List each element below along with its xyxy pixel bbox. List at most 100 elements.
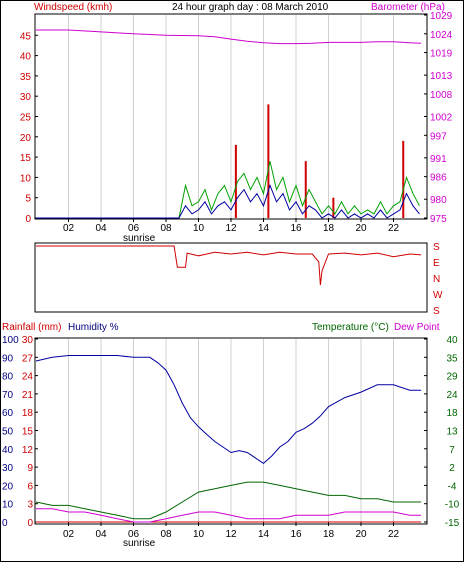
direction-label: W — [433, 290, 443, 301]
temperature-tick-label: 2 — [449, 463, 455, 474]
rain-tick-label: 30 — [22, 335, 34, 346]
humidity-series — [35, 355, 422, 465]
gust-series — [36, 161, 420, 219]
dewpoint-axis-label: Dew Point — [394, 322, 440, 333]
rainfall-axis-label: Rainfall (mm) — [2, 322, 61, 333]
wind-hour-label: 22 — [388, 223, 400, 234]
windspeed-tick-label: 25 — [20, 113, 32, 124]
wind-grid — [68, 15, 394, 218]
humidity-tick-label: 40 — [2, 445, 14, 456]
thermo-hour-label: 22 — [388, 529, 400, 540]
thermo-hour-ticks: 02 04 06 08 10 12 14 16 18 20 22 — [63, 522, 400, 540]
rain-tick-label: 12 — [22, 445, 34, 456]
barometer-tick-label: 1024 — [430, 30, 453, 41]
temperature-tick-label: -4 — [448, 481, 457, 492]
direction-plot-area — [34, 242, 428, 313]
barometer-tick-label: 986 — [430, 173, 447, 184]
rain-tick-label: 18 — [22, 408, 34, 419]
humidity-tick-label: 20 — [2, 481, 14, 492]
temperature-tick-label: 29 — [446, 372, 458, 383]
windspeed-tick-label: 45 — [20, 31, 32, 42]
thermo-hour-label: 14 — [258, 529, 270, 540]
wind-sunrise-label: sunrise — [123, 233, 156, 244]
dewpoint-series — [36, 508, 422, 523]
rain-ticks: 0 3 6 9 12 15 18 21 24 27 30 — [22, 335, 34, 529]
windspeed-tick-label: 5 — [25, 194, 31, 205]
rain-tick-label: 0 — [27, 518, 33, 529]
temperature-ticks: -15 -10 -4 2 7 13 18 24 29 35 40 — [424, 335, 460, 529]
windspeed-tick-label: 20 — [20, 133, 32, 144]
humidity-tick-label: 80 — [2, 372, 14, 383]
temperature-tick-label: -10 — [445, 500, 460, 511]
barometer-tick-label: 1008 — [430, 90, 453, 101]
windspeed-tick-label: 35 — [20, 72, 32, 83]
wind-hour-label: 10 — [193, 223, 205, 234]
thermo-hour-label: 12 — [225, 529, 237, 540]
direction-label: N — [433, 274, 440, 285]
rain-tick-label: 27 — [22, 353, 34, 364]
barometer-tick-label: 980 — [430, 195, 447, 206]
humidity-tick-label: 30 — [2, 463, 14, 474]
wind-panel: Windspeed (kmh) 24 hour graph day : 08 M… — [20, 2, 453, 244]
rain-tick-label: 24 — [22, 372, 34, 383]
wind-hour-label: 18 — [323, 223, 335, 234]
wind-hour-label: 20 — [355, 223, 367, 234]
humidity-tick-label: 100 — [2, 335, 19, 346]
barometer-tick-label: 1013 — [430, 71, 453, 82]
wind-hour-label: 06 — [128, 223, 140, 234]
direction-series — [36, 245, 422, 286]
thermo-panel: Rainfall (mm) Humidity % Temperature (°C… — [2, 322, 460, 549]
chart-title: 24 hour graph day : 08 March 2010 — [172, 2, 329, 13]
wind-hour-label: 16 — [290, 223, 302, 234]
rain-tick-label: 15 — [22, 427, 34, 438]
windspeed-tick-label: 0 — [25, 214, 31, 225]
direction-label: E — [433, 258, 440, 269]
temperature-tick-label: 13 — [446, 427, 458, 438]
humidity-tick-label: 0 — [2, 518, 8, 529]
rain-tick-label: 3 — [27, 500, 33, 511]
wind-hour-label: 08 — [160, 223, 172, 234]
thermo-hour-label: 18 — [323, 529, 335, 540]
windspeed-tick-label: 40 — [20, 52, 32, 63]
thermo-hour-label: 08 — [160, 529, 172, 540]
barometer-tick-label: 991 — [430, 154, 447, 165]
wind-hour-ticks: 02 04 06 08 10 12 14 16 18 20 22 — [63, 218, 400, 234]
temperature-tick-label: 40 — [446, 335, 458, 346]
windspeed-tick-label: 30 — [20, 92, 32, 103]
wind-hour-label: 14 — [258, 223, 270, 234]
rain-tick-label: 21 — [22, 390, 34, 401]
wind-hour-label: 02 — [63, 223, 75, 234]
temperature-tick-label: 7 — [449, 445, 455, 456]
thermo-hour-label: 06 — [128, 529, 140, 540]
windspeed-series — [36, 184, 420, 219]
direction-label: S — [433, 306, 440, 317]
humidity-axis-label: Humidity % — [68, 322, 119, 333]
rain-tick-label: 6 — [27, 481, 33, 492]
humidity-tick-label: 60 — [2, 408, 14, 419]
temperature-axis-label: Temperature (°C) — [312, 322, 389, 333]
windspeed-axis-label: Windspeed (kmh) — [34, 2, 112, 13]
temperature-tick-label: 35 — [446, 353, 458, 364]
barometer-tick-label: 975 — [430, 214, 447, 225]
humidity-tick-label: 50 — [2, 427, 14, 438]
barometer-tick-label: 1029 — [430, 11, 453, 22]
barometer-axis-label: Barometer (hPa) — [371, 2, 445, 13]
thermo-hour-label: 10 — [193, 529, 205, 540]
direction-label: S — [433, 242, 440, 253]
humidity-tick-label: 10 — [2, 500, 14, 511]
temperature-series — [35, 481, 422, 520]
windspeed-tick-label: 15 — [20, 153, 32, 164]
wind-hour-label: 12 — [225, 223, 237, 234]
windspeed-ticks: 0 5 10 15 20 25 30 35 40 45 — [20, 31, 38, 225]
temperature-tick-label: 24 — [446, 390, 458, 401]
barometer-tick-label: 1019 — [430, 49, 453, 60]
thermo-hour-label: 04 — [95, 529, 107, 540]
wind-hour-label: 04 — [95, 223, 107, 234]
thermo-hour-label: 02 — [63, 529, 75, 540]
rain-tick-label: 9 — [27, 463, 33, 474]
thermo-hour-label: 20 — [355, 529, 367, 540]
windspeed-tick-label: 10 — [20, 173, 32, 184]
